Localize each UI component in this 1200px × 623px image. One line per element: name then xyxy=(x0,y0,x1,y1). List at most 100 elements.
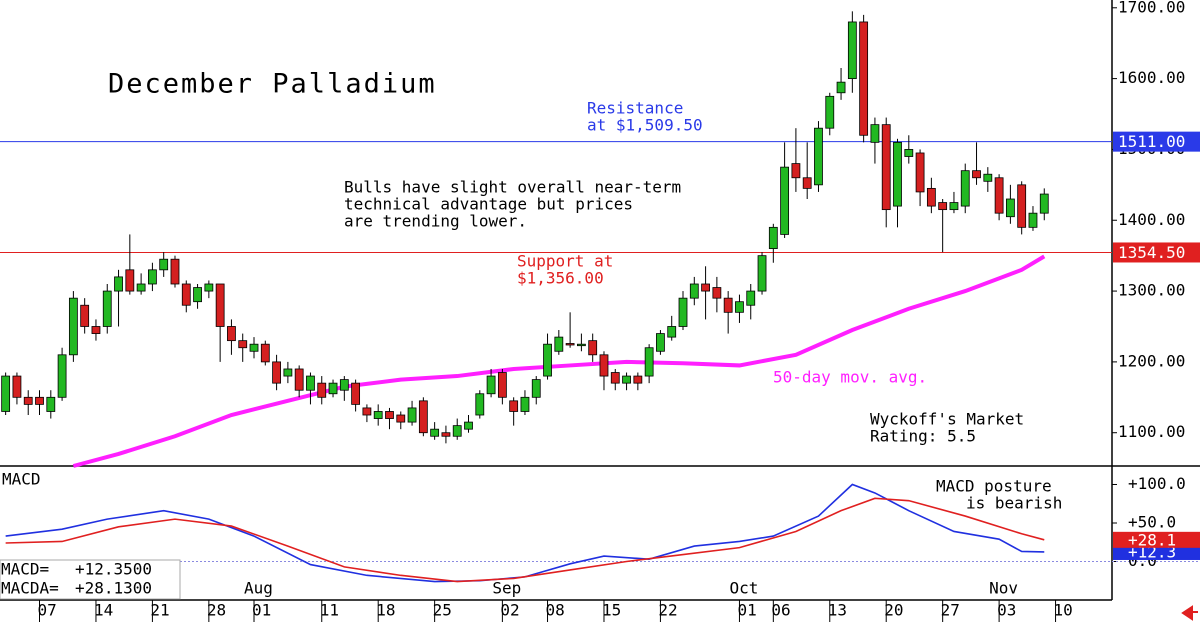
candle-body xyxy=(486,375,496,395)
x-tick-label: 02 xyxy=(500,601,519,620)
macd-tick-label: +50.0 xyxy=(1128,512,1176,531)
candle-body xyxy=(554,336,564,352)
candle-body xyxy=(904,149,914,157)
candle-body xyxy=(543,343,552,377)
candle-body xyxy=(938,202,948,211)
candle-body xyxy=(893,141,902,207)
candle-body xyxy=(678,297,688,327)
candle-body xyxy=(57,354,67,398)
macd-line xyxy=(5,483,1045,583)
candle-body xyxy=(847,21,857,80)
candle-body xyxy=(509,400,519,412)
x-tick-label: 13 xyxy=(828,601,847,620)
candle-body xyxy=(701,283,710,292)
x-tick-label: 21 xyxy=(150,601,169,620)
x-tick-label: 08 xyxy=(546,601,565,620)
candle-body xyxy=(193,287,202,303)
candle-body xyxy=(227,326,236,342)
rating: Rating: 5.5 xyxy=(870,427,976,446)
candle-body xyxy=(622,375,631,384)
candle-body xyxy=(306,375,315,391)
candle-body xyxy=(949,202,959,211)
candle-body xyxy=(35,396,44,405)
level-box xyxy=(1113,131,1200,152)
annotation: technical advantage but prices xyxy=(344,195,633,214)
resistance-note: Resistance xyxy=(587,99,683,118)
y-tick-label: 1300.00 xyxy=(1118,281,1185,300)
candle-body xyxy=(418,400,428,434)
x-tick-label: 27 xyxy=(941,601,960,620)
candle-body xyxy=(114,276,123,292)
x-tick-label: 18 xyxy=(376,601,395,620)
y-tick-label: 1200.00 xyxy=(1118,351,1185,370)
y-tick-label: 1600.00 xyxy=(1118,68,1185,87)
candle-body xyxy=(859,21,869,136)
month-label: Sep xyxy=(492,579,521,598)
candle-body xyxy=(644,347,654,377)
candle-body xyxy=(870,124,880,143)
legend-value: +28.1300 xyxy=(75,579,152,598)
candle-body xyxy=(430,428,440,437)
candle-body xyxy=(610,372,620,384)
candle-body xyxy=(836,81,846,94)
candle-body xyxy=(972,170,981,179)
x-tick-label: 06 xyxy=(771,601,790,620)
x-tick-label: 14 xyxy=(94,601,113,620)
x-tick-label: 07 xyxy=(38,601,57,620)
candle-body xyxy=(475,393,485,416)
support-note: Support at xyxy=(517,252,613,271)
legend-name: MACD= xyxy=(1,560,49,579)
candle-body xyxy=(599,354,609,377)
macd-annotation: MACD posture xyxy=(936,477,1052,496)
macd-box xyxy=(1113,543,1200,560)
candle-body xyxy=(1028,212,1038,228)
ma-label: 50-day mov. avg. xyxy=(773,368,927,387)
macd-title: MACD xyxy=(2,470,41,489)
macd-box-label: +28.1 xyxy=(1128,530,1176,549)
x-tick-label: 28 xyxy=(207,601,226,620)
candle-body xyxy=(881,124,891,211)
candle-body xyxy=(351,382,361,405)
legend-box xyxy=(0,559,181,600)
candle-body xyxy=(531,379,541,398)
scroll-arrow[interactable] xyxy=(1181,605,1198,621)
candle-body xyxy=(712,287,722,299)
y-tick-label: 1400.00 xyxy=(1118,210,1185,229)
candle-body xyxy=(689,283,699,299)
candle-body xyxy=(362,407,372,416)
candle-body xyxy=(373,411,383,419)
candle-body xyxy=(441,432,451,437)
candle-body xyxy=(204,283,214,292)
level-label: 1511.00 xyxy=(1118,132,1185,151)
candle-body xyxy=(1005,198,1015,218)
candle-body xyxy=(91,326,101,334)
candle-body xyxy=(960,170,970,207)
macd-annotation: is bearish xyxy=(966,494,1062,513)
y-tick-label: 1700.00 xyxy=(1118,0,1185,16)
candle-body xyxy=(633,375,643,384)
candle-body xyxy=(1,375,11,412)
candle-body xyxy=(396,414,406,423)
candle-body xyxy=(915,152,925,193)
month-label: Aug xyxy=(244,579,273,598)
candle-body xyxy=(249,343,259,352)
candle-body xyxy=(385,411,394,419)
candle-body xyxy=(497,372,507,398)
annotation: Bulls have slight overall near-term xyxy=(344,178,681,197)
candle-body xyxy=(283,368,293,377)
candle-body xyxy=(757,255,767,292)
candle-body xyxy=(12,375,22,398)
candle-body xyxy=(407,407,417,423)
candle-body xyxy=(464,421,473,430)
candle-body xyxy=(215,283,225,327)
month-label: Oct xyxy=(729,579,758,598)
x-tick-label: 11 xyxy=(320,601,339,620)
x-tick-label: 15 xyxy=(602,601,621,620)
candle-body xyxy=(272,361,281,384)
level-box xyxy=(1113,242,1200,263)
legend-value: +12.3500 xyxy=(75,560,152,579)
candle-body xyxy=(1039,193,1049,214)
candle-body xyxy=(328,382,338,395)
